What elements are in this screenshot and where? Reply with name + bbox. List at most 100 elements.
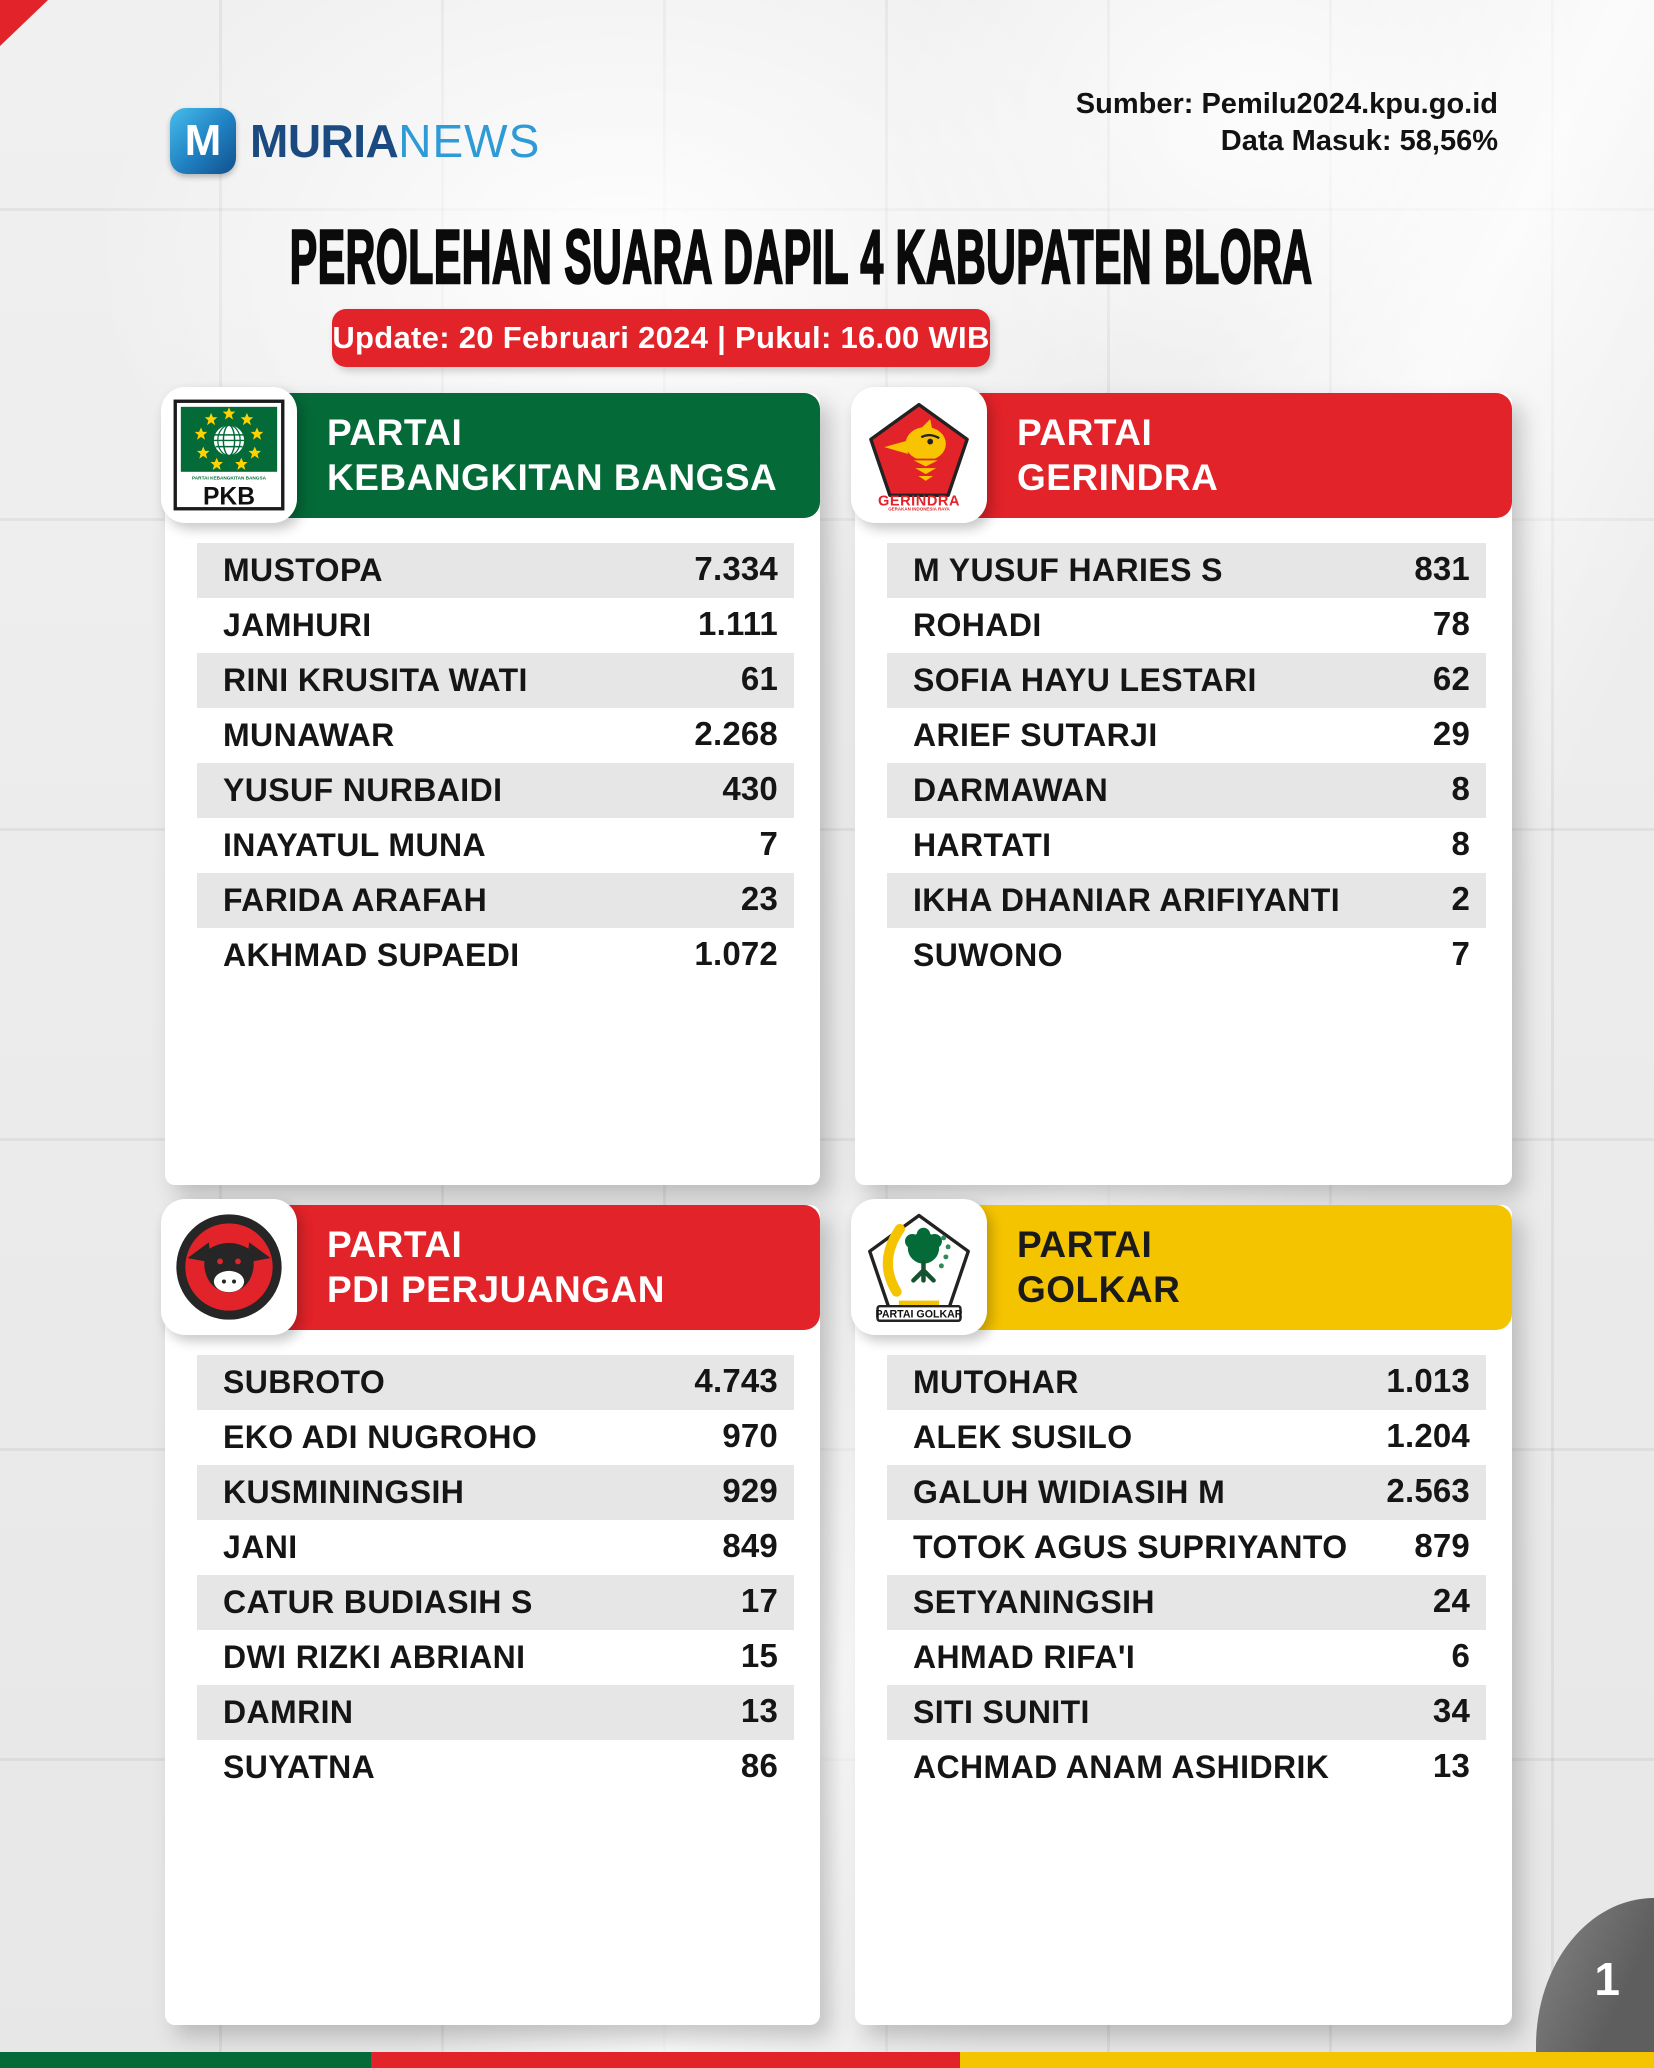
candidate-name: HARTATI [913, 827, 1052, 863]
candidate-row: EKO ADI NUGROHO 970 [197, 1410, 794, 1465]
candidate-name: MUSTOPA [223, 552, 383, 588]
data-source-block: Sumber: Pemilu2024.kpu.go.id Data Masuk:… [1076, 86, 1498, 160]
candidate-name: JAMHURI [223, 607, 372, 643]
candidate-row: DARMAWAN 8 [887, 763, 1486, 818]
candidate-name: ALEK SUSILO [913, 1419, 1133, 1455]
party-name-line2: KEBANGKITAN BANGSA [327, 457, 778, 498]
candidate-name: SUYATNA [223, 1749, 376, 1785]
candidate-name: DWI RIZKI ABRIANI [223, 1639, 526, 1675]
candidate-votes: 34 [1432, 1691, 1470, 1729]
candidate-name: SOFIA HAYU LESTARI [913, 662, 1257, 698]
candidate-votes: 970 [722, 1416, 778, 1454]
candidate-row: SUBROTO 4.743 [197, 1355, 794, 1410]
candidate-votes: 2 [1451, 879, 1470, 917]
party-name: PARTAI KEBANGKITAN BANGSA [327, 410, 777, 500]
candidate-name: SUWONO [913, 937, 1063, 973]
candidate-votes: 78 [1432, 604, 1470, 642]
candidate-row: TOTOK AGUS SUPRIYANTO 879 [887, 1520, 1486, 1575]
candidate-name: SITI SUNITI [913, 1694, 1090, 1730]
candidate-name: ACHMAD ANAM ASHIDRIK [913, 1749, 1330, 1785]
candidate-row: GALUH WIDIASIH M 2.563 [887, 1465, 1486, 1520]
candidate-name: KUSMININGSIH [223, 1474, 465, 1510]
party-card-golkar: PARTAI GOLKAR PARTAI GOLKAR MUTOHAR 1.013 A… [851, 1199, 1512, 2025]
candidate-votes: 17 [740, 1581, 778, 1619]
candidate-votes: 13 [1432, 1746, 1470, 1784]
brand-muria: MURIA [250, 115, 399, 167]
party-name-line2: GOLKAR [1017, 1269, 1181, 1310]
candidate-row: ROHADI 78 [887, 598, 1486, 653]
page-title: PEROLEHAN SUARA DAPIL 4 KABUPATEN BLORA [289, 214, 1313, 302]
candidate-row: M YUSUF HARIES S 831 [887, 543, 1486, 598]
candidate-votes: 849 [722, 1526, 778, 1564]
murianews-wordmark: MURIANEWS [250, 114, 540, 168]
candidate-row: AHMAD RIFA'I 6 [887, 1630, 1486, 1685]
party-name: PARTAI PDI PERJUANGAN [327, 1222, 665, 1312]
svg-text:GERAKAN INDONESIA RAYA: GERAKAN INDONESIA RAYA [888, 506, 950, 511]
candidate-votes: 8 [1451, 824, 1470, 862]
pkb-logo-icon: PARTAI KEBANGKITAN BANGSA PKB [161, 387, 297, 523]
corner-accent [0, 0, 48, 46]
candidate-row: SUWONO 7 [887, 928, 1486, 983]
candidate-row: HARTATI 8 [887, 818, 1486, 873]
party-card-gerindra: PARTAI GERINDRA GERINDRA GERAKAN INDONESI… [851, 387, 1512, 1185]
svg-text:PARTAI KEBANGKITAN BANGSA: PARTAI KEBANGKITAN BANGSA [192, 476, 267, 481]
svg-text:PARTAI GOLKAR: PARTAI GOLKAR [876, 1308, 963, 1320]
candidate-votes: 61 [740, 659, 778, 697]
candidate-row: AKHMAD SUPAEDI 1.072 [197, 928, 794, 983]
candidate-votes: 23 [740, 879, 778, 917]
candidate-votes: 1.204 [1386, 1416, 1470, 1454]
candidate-name: FARIDA ARAFAH [223, 882, 488, 918]
svg-text:GERINDRA: GERINDRA [878, 493, 960, 509]
candidate-votes: 2.268 [694, 714, 778, 752]
candidate-row: DAMRIN 13 [197, 1685, 794, 1740]
candidate-row: SUYATNA 86 [197, 1740, 794, 1795]
candidate-votes: 430 [722, 769, 778, 807]
candidate-votes: 15 [740, 1636, 778, 1674]
candidate-table: MUSTOPA 7.334 JAMHURI 1.111 RINI KRUSITA WAT… [197, 543, 794, 983]
candidate-name: IKHA DHANIAR ARIFIYANTI [913, 882, 1340, 918]
data-in-label: Data Masuk: 58,56% [1220, 125, 1498, 157]
candidate-name: EKO ADI NUGROHO [223, 1419, 538, 1455]
candidate-name: SETYANINGSIH [913, 1584, 1155, 1620]
candidate-row: SOFIA HAYU LESTARI 62 [887, 653, 1486, 708]
candidate-name: AHMAD RIFA'I [913, 1639, 1136, 1675]
candidate-row: JAMHURI 1.111 [197, 598, 794, 653]
candidate-votes: 4.743 [694, 1361, 778, 1399]
candidate-votes: 86 [740, 1746, 778, 1784]
candidate-name: MUNAWAR [223, 717, 395, 753]
brand-news: NEWS [398, 115, 541, 167]
candidate-row: ALEK SUSILO 1.204 [887, 1410, 1486, 1465]
candidate-votes: 1.072 [694, 934, 778, 972]
candidate-name: SUBROTO [223, 1364, 386, 1400]
candidate-name: M YUSUF HARIES S [913, 552, 1223, 588]
candidate-row: MUSTOPA 7.334 [197, 543, 794, 598]
party-name-line1: PARTAI [1017, 412, 1153, 453]
golkar-logo-icon: PARTAI GOLKAR [851, 1199, 987, 1335]
party-name-line2: PDI PERJUANGAN [327, 1269, 665, 1310]
strip-segment [960, 2052, 1654, 2068]
candidate-name: RINI KRUSITA WATI [223, 662, 528, 698]
candidate-votes: 879 [1414, 1526, 1470, 1564]
candidate-name: INAYATUL MUNA [223, 827, 487, 863]
candidate-row: MUTOHAR 1.013 [887, 1355, 1486, 1410]
candidate-votes: 24 [1432, 1581, 1470, 1619]
candidate-name: GALUH WIDIASIH M [913, 1474, 1226, 1510]
pdi-logo-icon [161, 1199, 297, 1335]
candidate-name: MUTOHAR [913, 1364, 1079, 1400]
page-number: 1 [1594, 1953, 1620, 2005]
candidate-name: ARIEF SUTARJI [913, 717, 1158, 753]
candidate-row: KUSMININGSIH 929 [197, 1465, 794, 1520]
candidate-votes: 1.013 [1386, 1361, 1470, 1399]
party-name-line1: PARTAI [327, 1224, 463, 1265]
candidate-row: IKHA DHANIAR ARIFIYANTI 2 [887, 873, 1486, 928]
candidate-row: SETYANINGSIH 24 [887, 1575, 1486, 1630]
candidate-votes: 6 [1451, 1636, 1470, 1674]
candidate-table: MUTOHAR 1.013 ALEK SUSILO 1.204 GALUH WIDIAS… [887, 1355, 1486, 1795]
candidate-votes: 13 [740, 1691, 778, 1729]
candidate-table: SUBROTO 4.743 EKO ADI NUGROHO 970 KUSMININGS… [197, 1355, 794, 1795]
candidate-votes: 1.111 [698, 604, 778, 642]
party-name: PARTAI GOLKAR [1017, 1222, 1180, 1312]
candidate-row: MUNAWAR 2.268 [197, 708, 794, 763]
candidate-row: INAYATUL MUNA 7 [197, 818, 794, 873]
